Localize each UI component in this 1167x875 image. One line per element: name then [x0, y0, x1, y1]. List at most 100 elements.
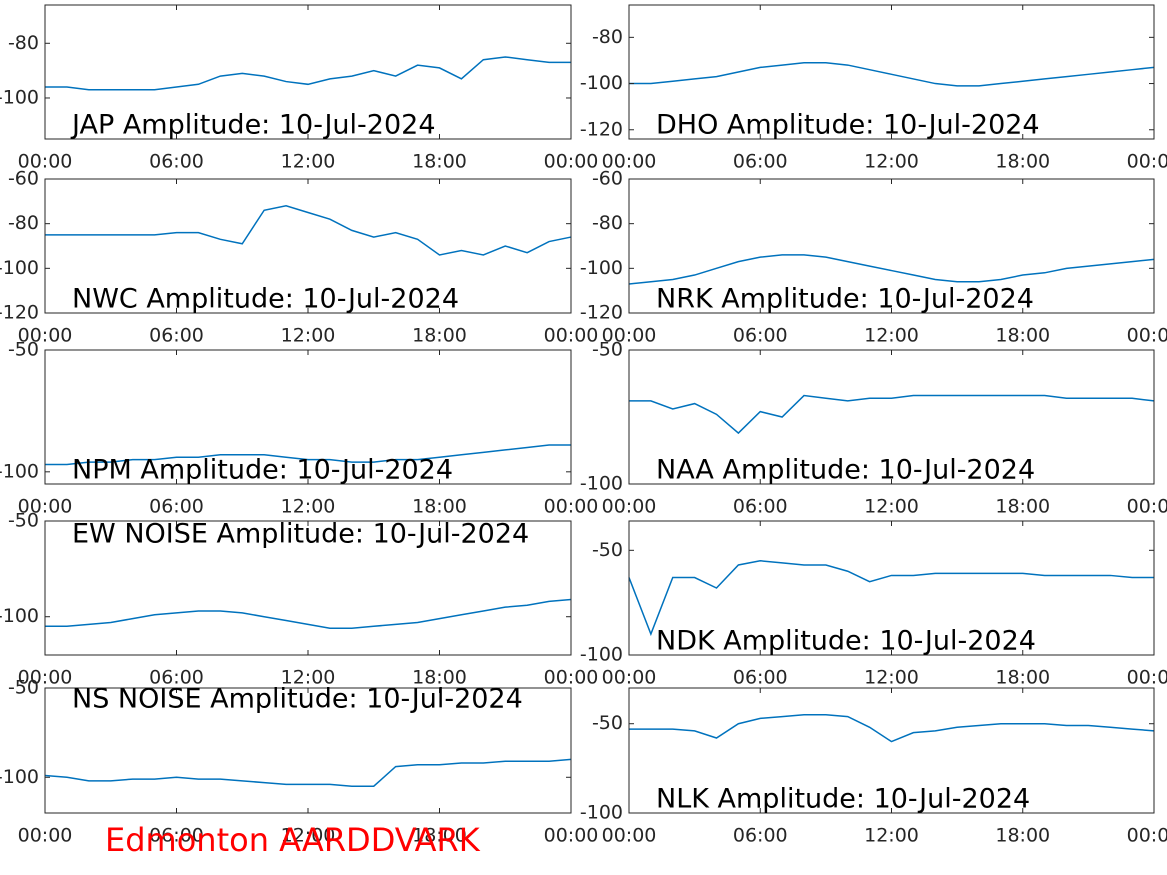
x-tick-label: 06:00 — [149, 496, 204, 518]
y-tick-label: -100 — [580, 72, 623, 94]
x-tick-label: 00:00 — [544, 667, 599, 689]
y-tick-label: -100 — [580, 473, 623, 495]
plot-area — [629, 688, 1154, 813]
x-tick-label: 18:00 — [412, 667, 467, 689]
chart-title: NAA Amplitude: 10-Jul-2024 — [656, 455, 1035, 486]
y-tick-label: -60 — [8, 168, 39, 190]
x-tick-label: 12:00 — [864, 667, 919, 689]
x-tick-label: 00:00 — [602, 496, 657, 518]
plot-area — [629, 350, 1154, 484]
x-tick-label: 00:00 — [602, 825, 657, 847]
chart-title: DHO Amplitude: 10-Jul-2024 — [656, 110, 1040, 141]
x-tick-label: 06:00 — [149, 151, 204, 173]
x-tick-label: 00:00 — [18, 325, 73, 347]
y-tick-label: -100 — [0, 460, 39, 482]
data-line — [45, 444, 571, 466]
x-tick-label: 00:00 — [18, 825, 73, 847]
x-tick-label: 00:00 — [1127, 151, 1167, 173]
x-tick-label: 00:00 — [544, 825, 599, 847]
y-tick-label: -120 — [0, 302, 39, 324]
plot-area — [45, 350, 571, 484]
x-tick-label: 12:00 — [864, 825, 919, 847]
x-tick-label: 00:00 — [602, 151, 657, 173]
x-tick-label: 00:00 — [602, 325, 657, 347]
x-tick-label: 06:00 — [733, 325, 788, 347]
y-tick-label: -80 — [8, 212, 39, 234]
x-tick-label: 12:00 — [281, 667, 336, 689]
x-tick-label: 00:00 — [544, 325, 599, 347]
x-tick-label: 18:00 — [412, 325, 467, 347]
y-tick-label: -50 — [8, 339, 39, 361]
x-tick-label: 18:00 — [995, 825, 1050, 847]
y-tick-label: -100 — [0, 86, 39, 108]
y-tick-label: -100 — [580, 644, 623, 666]
x-tick-label: 18:00 — [995, 151, 1050, 173]
x-tick-label: 06:00 — [733, 496, 788, 518]
plot-area — [629, 179, 1154, 313]
x-tick-label: 12:00 — [864, 325, 919, 347]
data-line — [629, 714, 1155, 743]
plot-area — [45, 5, 571, 139]
x-tick-label: 18:00 — [412, 825, 467, 847]
x-tick-label: 00:00 — [1127, 496, 1167, 518]
y-tick-label: -60 — [592, 168, 623, 190]
chart-title: NWC Amplitude: 10-Jul-2024 — [72, 284, 459, 315]
x-tick-label: 00:00 — [18, 667, 73, 689]
x-tick-label: 00:00 — [1127, 667, 1167, 689]
y-tick-label: -50 — [592, 712, 623, 734]
x-tick-label: 12:00 — [281, 825, 336, 847]
chart-title: NRK Amplitude: 10-Jul-2024 — [656, 284, 1034, 315]
y-tick-label: -50 — [592, 339, 623, 361]
x-tick-label: 00:00 — [602, 667, 657, 689]
data-line — [628, 254, 1155, 285]
x-tick-label: 12:00 — [281, 496, 336, 518]
y-tick-label: -100 — [580, 802, 623, 824]
plot-area — [629, 5, 1154, 139]
chart-title: NS NOISE Amplitude: 10-Jul-2024 — [72, 684, 523, 715]
x-tick-label: 06:00 — [149, 325, 204, 347]
x-tick-label: 18:00 — [995, 667, 1050, 689]
y-tick-label: -50 — [8, 510, 39, 532]
y-tick-label: -100 — [580, 257, 623, 279]
x-tick-label: 18:00 — [412, 496, 467, 518]
x-tick-label: 06:00 — [733, 151, 788, 173]
x-tick-label: 12:00 — [864, 496, 919, 518]
x-tick-label: 18:00 — [995, 325, 1050, 347]
x-tick-label: 00:00 — [1127, 325, 1167, 347]
plot-area — [45, 179, 571, 313]
chart-title: EW NOISE Amplitude: 10-Jul-2024 — [72, 519, 529, 550]
data-line — [629, 62, 1155, 87]
data-line — [45, 56, 571, 91]
y-tick-label: -120 — [580, 118, 623, 140]
x-tick-label: 18:00 — [995, 496, 1050, 518]
y-tick-label: -100 — [0, 605, 39, 627]
x-tick-label: 06:00 — [733, 825, 788, 847]
y-tick-label: -80 — [592, 26, 623, 48]
x-tick-label: 12:00 — [281, 325, 336, 347]
y-tick-label: -100 — [0, 766, 39, 788]
x-tick-label: 18:00 — [412, 151, 467, 173]
footer-label: Edmonton AARDDVARK — [105, 821, 481, 859]
x-tick-label: 00:00 — [544, 151, 599, 173]
chart-title: NDK Amplitude: 10-Jul-2024 — [656, 626, 1036, 657]
x-tick-label: 00:00 — [1127, 825, 1167, 847]
y-tick-label: -80 — [592, 212, 623, 234]
y-tick-label: -100 — [0, 257, 39, 279]
y-tick-label: -80 — [8, 32, 39, 54]
data-line — [629, 394, 1155, 435]
x-tick-label: 00:00 — [18, 496, 73, 518]
x-tick-label: 06:00 — [149, 825, 204, 847]
x-tick-label: 00:00 — [544, 496, 599, 518]
data-line — [44, 758, 572, 787]
chart-title: NPM Amplitude: 10-Jul-2024 — [72, 455, 453, 486]
data-line — [45, 598, 572, 629]
y-tick-label: -50 — [8, 677, 39, 699]
chart-title: NLK Amplitude: 10-Jul-2024 — [656, 784, 1030, 815]
plot-area — [45, 521, 571, 655]
x-tick-label: 12:00 — [864, 151, 919, 173]
x-tick-label: 06:00 — [733, 667, 788, 689]
x-tick-label: 00:00 — [18, 151, 73, 173]
y-tick-label: -50 — [592, 539, 623, 561]
data-line — [45, 205, 572, 256]
